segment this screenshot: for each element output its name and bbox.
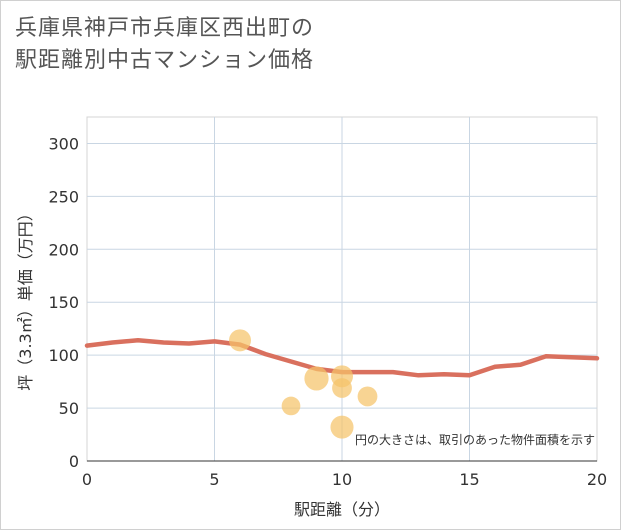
x-tick-label: 20: [587, 470, 607, 489]
y-tick-label: 300: [48, 134, 79, 153]
x-tick-label: 5: [209, 470, 219, 489]
y-tick-label: 0: [69, 452, 79, 471]
y-tick-label: 150: [48, 293, 79, 312]
chart-title: 兵庫県神戸市兵庫区西出町の 駅距離別中古マンション価格: [15, 13, 605, 77]
chart-title-line-2: 駅距離別中古マンション価格: [15, 48, 315, 73]
x-tick-label: 10: [332, 470, 352, 489]
x-tick-label: 15: [459, 470, 479, 489]
y-tick-label: 200: [48, 240, 79, 259]
bubble-layer: [229, 329, 378, 439]
data-bubble: [304, 366, 329, 391]
data-bubble: [281, 396, 301, 416]
data-bubble: [229, 329, 251, 352]
grid-layer: [86, 116, 598, 462]
y-tick-label: 100: [48, 346, 79, 365]
data-bubble: [357, 386, 378, 407]
chart-note: 円の大きさは、取引のあった物件面積を示す: [355, 432, 595, 447]
data-bubble: [332, 378, 352, 398]
y-axis-label: 坪（3.3㎡）単価（万円）: [16, 205, 35, 390]
y-tick-label: 50: [59, 399, 79, 418]
y-tick-label: 250: [48, 187, 79, 206]
x-axis-label: 駅距離（分）: [294, 500, 390, 519]
x-tick-label: 0: [82, 470, 92, 489]
chart-title-line-1: 兵庫県神戸市兵庫区西出町の: [15, 16, 315, 41]
data-bubble: [330, 415, 354, 439]
